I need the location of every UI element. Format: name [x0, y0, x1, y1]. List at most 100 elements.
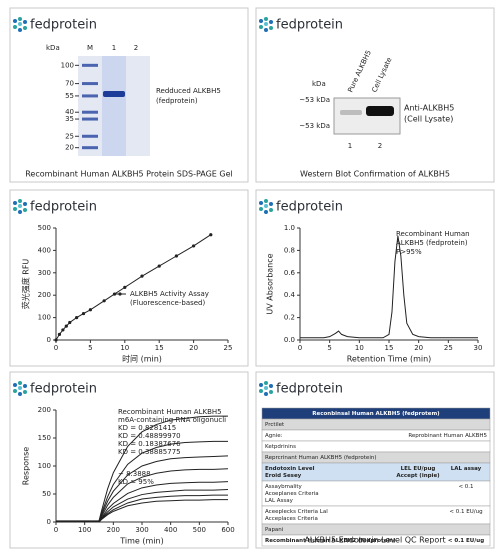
brand-name: fedprotein [30, 382, 97, 397]
x-tick-label: 20 [189, 344, 198, 352]
lane-label: M [87, 44, 93, 52]
table-cell: Acoeplanes Criteria [265, 491, 319, 497]
logo: fedprotein [259, 199, 343, 215]
band-label: Redduced ALKBH5 [156, 87, 221, 95]
data-point [61, 328, 65, 332]
table-cell: Recombinant Human ALKBH2 (fedprotein) [265, 538, 396, 544]
table-cell: Agnie: [265, 433, 283, 439]
table-cell: Acceplaces Criteria [265, 516, 318, 522]
x-tick-label: 25 [224, 344, 233, 352]
annotation: KD = 0.38885775 [118, 448, 181, 456]
logo-dot [264, 204, 268, 208]
x-tick-label: 5 [88, 344, 92, 352]
logo-dot [18, 199, 22, 203]
y-tick-label: 0.8 [284, 246, 295, 254]
y-tick-label: 500 [38, 224, 51, 232]
blot-unit: kDa [312, 80, 326, 88]
x-tick-label: 200 [107, 526, 120, 534]
size-label: ~53 kDa [299, 96, 330, 104]
table-cell: Reprcrinant Human ALKBH5 (fedprotein) [265, 455, 376, 461]
brand-name: fedprotein [276, 200, 343, 215]
logo-dot [23, 202, 27, 206]
table-cell: Prctilet [265, 422, 285, 428]
band-label: (fedprotein) [156, 97, 198, 105]
legend-label: ALKBH5 Activity Assay [130, 290, 209, 298]
y-tick-label: 100 [38, 314, 51, 322]
data-line [56, 415, 228, 522]
data-point [157, 264, 161, 268]
logo-dot [264, 17, 268, 21]
legend-note: (Fluorescence-based) [130, 299, 206, 307]
y-tick-label: 0 [47, 336, 51, 344]
logo-dot [23, 20, 27, 24]
data-line [56, 455, 229, 522]
table-cell: Endotoxin Level [265, 466, 315, 472]
table-cell: Accept (inpie) [396, 473, 440, 479]
x-tick-label: 300 [135, 526, 148, 534]
logo-dot [264, 28, 268, 32]
data-point [140, 274, 144, 278]
marker-band [82, 82, 98, 86]
logo-dot [23, 384, 27, 388]
logo: fedprotein [259, 381, 343, 397]
table-cell: Papani [265, 527, 284, 533]
logo: fedprotein [13, 381, 97, 397]
logo-dot [18, 22, 22, 26]
brand-name: fedprotein [30, 200, 97, 215]
logo-dot [259, 25, 263, 29]
logo-dot [18, 210, 22, 214]
data-point [192, 244, 196, 248]
table-cell: Ketpdrinins [265, 444, 296, 450]
logo-dot [264, 381, 268, 385]
panel [9, 189, 249, 367]
logo-dot [269, 390, 273, 394]
y-axis-label: UV Absorbance [266, 253, 275, 314]
logo-dot [264, 392, 268, 396]
y-tick-label: 100 [38, 462, 51, 470]
data-point [64, 324, 68, 328]
brand-name: fedprotein [276, 382, 343, 397]
blot-band [366, 106, 394, 116]
lane-label: 1 [112, 44, 116, 52]
logo-dot [264, 22, 268, 26]
y-tick-label: 150 [38, 434, 51, 442]
panel [255, 189, 495, 367]
marker-label: 55 [65, 92, 74, 100]
table-cell: < 0.1 EU/ug [449, 509, 482, 515]
logo: fedprotein [13, 17, 97, 33]
x-axis-label: 时间 (min) [122, 354, 162, 364]
blot-band [340, 110, 362, 115]
panel [255, 7, 495, 183]
logo-dot [23, 390, 27, 394]
table-row [261, 534, 491, 547]
table-cell: Aceeplecks Criteria Lal [265, 509, 328, 515]
caption: Recombinant Human ALKBH5 Protein SDS-PAG… [25, 170, 233, 179]
brand-name: fedprotein [276, 18, 343, 33]
table-cell: Reprobinant Human ALKBH5 [408, 433, 487, 439]
annotation: KD = 95% [118, 478, 154, 486]
marker-band [82, 117, 98, 121]
logo-dot [13, 389, 17, 393]
brand-name: fedprotein [30, 18, 97, 33]
annotation: P>95% [396, 248, 422, 256]
table-row [261, 523, 491, 536]
marker-band [82, 110, 98, 114]
table-cell: LAL Assay [265, 498, 294, 504]
data-point [54, 338, 58, 342]
y-tick-label: 200 [38, 291, 51, 299]
blot-annotation: (Cell Lysate) [404, 115, 453, 124]
x-tick-label: 15 [385, 344, 394, 352]
lane-label: 2 [134, 44, 138, 52]
marker-label: 100 [61, 61, 74, 69]
logo-dot [13, 383, 17, 387]
y-axis-label: 荧光强度 RFU [21, 259, 31, 310]
lane-number: 1 [348, 142, 352, 150]
y-tick-label: 1.0 [284, 224, 295, 232]
y-tick-label: 0 [47, 518, 51, 526]
marker-label: 25 [65, 132, 74, 140]
marker-label: 70 [65, 80, 74, 88]
y-tick-label: 0.0 [284, 336, 295, 344]
marker-label: 40 [65, 108, 74, 116]
y-axis-label: Response [22, 447, 31, 486]
gel-lane [102, 56, 126, 156]
